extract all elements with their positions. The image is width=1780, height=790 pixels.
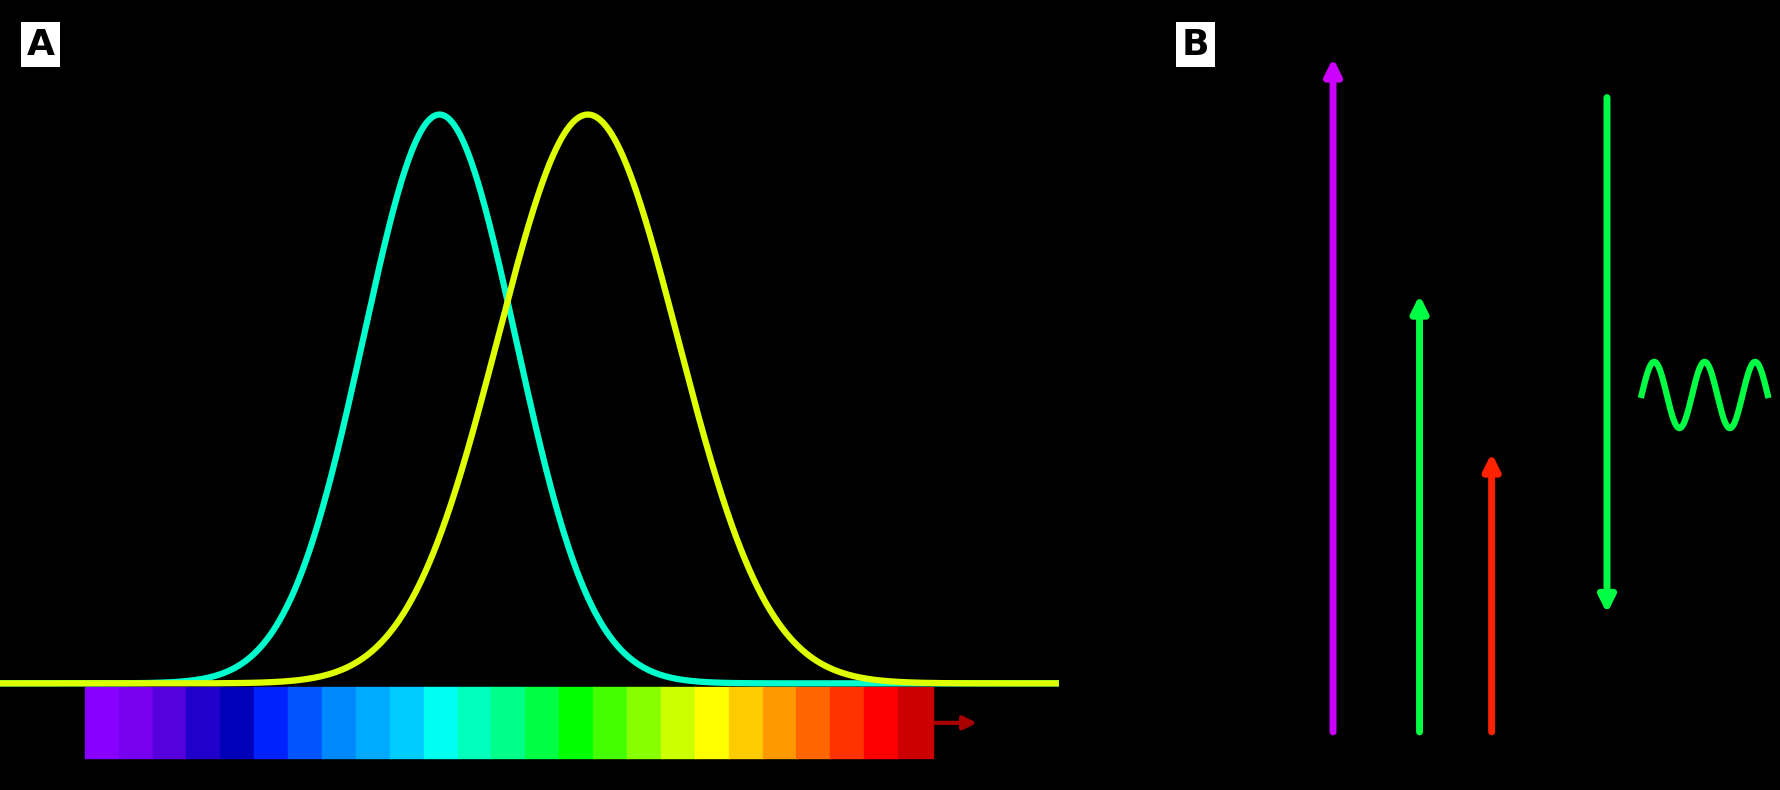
Bar (390, 687, 425, 758)
Bar (85, 687, 119, 758)
Bar (559, 687, 595, 758)
Bar (728, 687, 764, 758)
Bar (694, 687, 730, 758)
Bar (525, 687, 561, 758)
Bar (187, 687, 221, 758)
Bar (899, 687, 933, 758)
Bar (627, 687, 662, 758)
Bar (322, 687, 358, 758)
Bar (865, 687, 899, 758)
Bar (762, 687, 797, 758)
Bar (153, 687, 187, 758)
Bar (255, 687, 288, 758)
Text: B: B (1182, 28, 1209, 62)
Bar (424, 687, 459, 758)
Bar (288, 687, 322, 758)
Bar (829, 687, 865, 758)
Bar (119, 687, 153, 758)
Bar (491, 687, 527, 758)
Bar (660, 687, 696, 758)
Bar (356, 687, 392, 758)
Text: A: A (27, 28, 55, 62)
Bar (457, 687, 493, 758)
Bar (593, 687, 628, 758)
Bar (796, 687, 831, 758)
Bar (221, 687, 255, 758)
